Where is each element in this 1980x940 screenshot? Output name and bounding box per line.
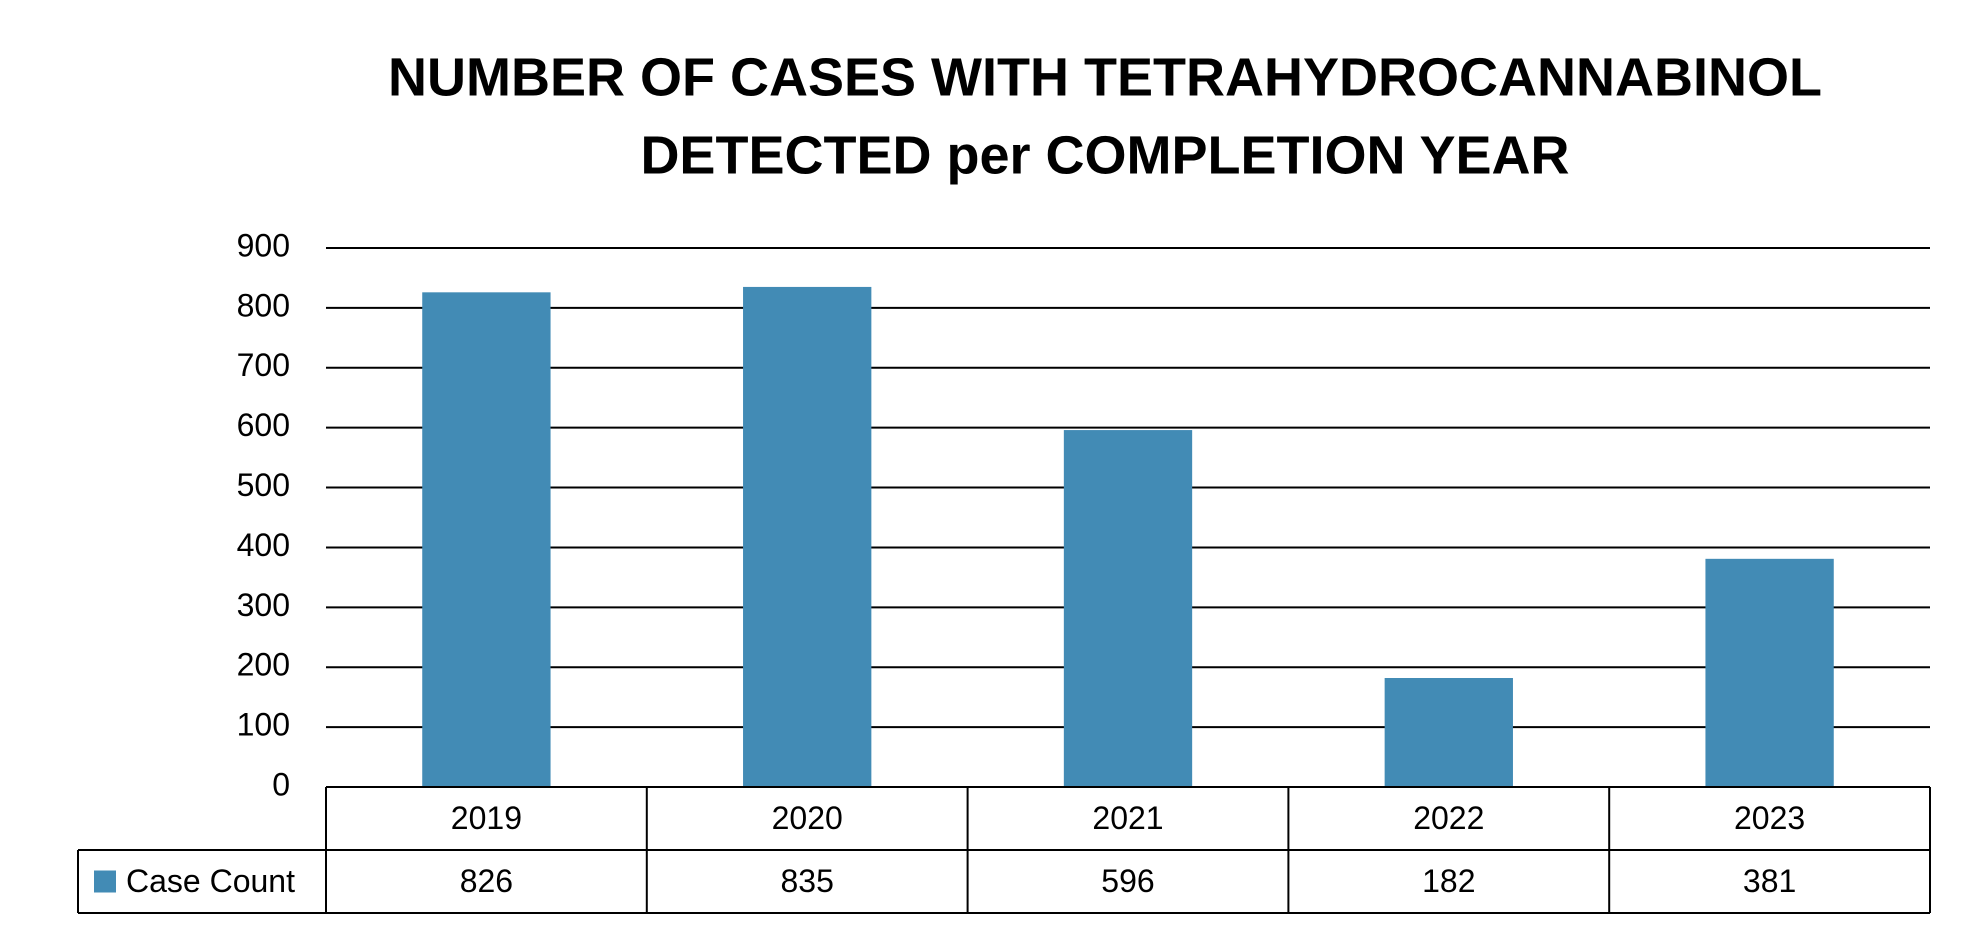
y-tick-label: 200 (237, 647, 290, 683)
x-tick-label: 2020 (772, 800, 843, 836)
y-tick-label: 800 (237, 287, 290, 323)
data-table-value: 826 (460, 863, 513, 899)
data-table-value: 381 (1743, 863, 1796, 899)
legend-swatch (94, 870, 116, 893)
bar (1705, 558, 1834, 787)
y-tick-label: 300 (237, 587, 290, 623)
y-tick-label: 600 (237, 407, 290, 443)
chart-title: NUMBER OF CASES WITH TETRAHYDROCANNABINO… (388, 47, 1822, 107)
legend-label: Case Count (126, 863, 295, 899)
x-tick-label: 2023 (1734, 800, 1805, 836)
bar (422, 292, 551, 787)
bar (1384, 678, 1513, 787)
y-tick-label: 400 (237, 527, 290, 563)
y-tick-label: 700 (237, 347, 290, 383)
x-tick-label: 2019 (451, 800, 522, 836)
y-tick-label: 900 (237, 227, 290, 263)
x-tick-label: 2021 (1092, 800, 1163, 836)
bar (1063, 430, 1193, 787)
bar (743, 286, 872, 787)
y-tick-label: 0 (272, 766, 290, 802)
y-tick-label: 100 (237, 707, 290, 743)
data-table-value: 182 (1422, 863, 1475, 899)
x-tick-label: 2022 (1413, 800, 1484, 836)
y-tick-label: 500 (237, 467, 290, 503)
data-table-value: 835 (781, 863, 834, 899)
chart-title: DETECTED per COMPLETION YEAR (640, 125, 1569, 185)
data-table-value: 596 (1101, 863, 1154, 899)
